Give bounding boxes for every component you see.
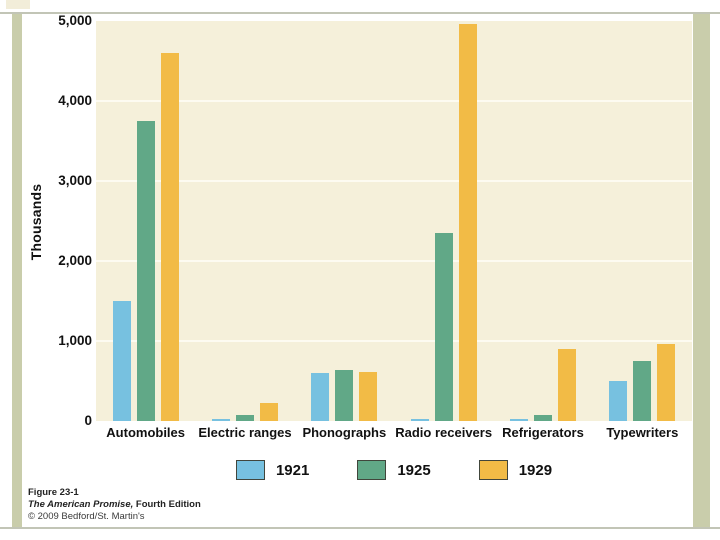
bar <box>410 419 429 421</box>
plot-area <box>96 21 692 421</box>
legend-label: 1925 <box>397 461 431 479</box>
left-accent-bar <box>12 14 22 527</box>
x-category-label: Typewriters <box>606 425 679 440</box>
y-axis-title-text: Thousands <box>28 183 44 261</box>
bar <box>633 361 652 421</box>
gridline <box>96 100 692 102</box>
figure-caption: Figure 23-1 The American Promise, Fourth… <box>28 487 201 523</box>
gridline <box>96 180 692 182</box>
bar <box>160 53 179 421</box>
x-category-label: Phonographs <box>302 425 387 440</box>
bar <box>558 349 576 421</box>
bar <box>609 381 628 421</box>
legend-item: 1925 <box>357 460 431 480</box>
bar-group <box>212 402 278 421</box>
bar <box>434 233 453 421</box>
bar <box>260 402 278 421</box>
book-title: The American Promise, <box>28 499 134 510</box>
edition-text: Fourth Edition <box>133 499 201 510</box>
bar <box>112 301 131 421</box>
bar <box>534 414 552 421</box>
legend-item: 1929 <box>478 460 553 480</box>
source-line: The American Promise, Fourth Edition <box>28 499 201 511</box>
bar <box>136 121 155 421</box>
bar <box>236 414 254 421</box>
bar <box>510 419 528 421</box>
gridline <box>96 340 692 342</box>
bar <box>458 24 477 421</box>
bar <box>311 373 330 421</box>
x-category-label: Electric ranges <box>198 425 292 440</box>
bar <box>359 372 378 421</box>
chart-legend: 1921 1925 1929 <box>96 460 692 480</box>
y-tick-label: 4,000 <box>58 93 92 108</box>
copyright-line: © 2009 Bedford/St. Martin's <box>28 511 145 522</box>
x-category-label: Radio receivers <box>395 425 493 440</box>
right-accent-bar <box>693 14 710 527</box>
bar-group <box>510 349 576 421</box>
x-category-label: Refrigerators <box>502 425 584 440</box>
bar-group <box>112 53 179 421</box>
legend-label: 1921 <box>275 461 310 479</box>
corner-accent-tab <box>6 0 30 9</box>
y-tick-label: 2,000 <box>58 253 92 268</box>
bar <box>212 418 230 421</box>
bar-group <box>311 369 378 421</box>
x-category-label: Automobiles <box>106 425 186 440</box>
bar-chart: Thousands 0 1,000 2,000 3,000 4,000 5,000 Aut… <box>28 13 692 440</box>
bar-group <box>410 24 477 421</box>
legend-swatch <box>478 460 508 480</box>
y-tick-label: 0 <box>84 413 92 428</box>
bar <box>657 344 676 421</box>
y-tick-label: 3,000 <box>58 173 92 188</box>
y-tick-label: 5,000 <box>58 13 92 28</box>
legend-swatch <box>357 460 387 480</box>
bottom-rule <box>0 527 720 529</box>
legend-label: 1929 <box>518 461 553 479</box>
gridline <box>96 260 692 262</box>
figure-number: Figure 23-1 <box>28 487 79 498</box>
bar-group <box>609 344 676 421</box>
y-tick-label: 1,000 <box>58 333 92 348</box>
bar <box>335 369 354 421</box>
legend-item: 1921 <box>235 460 310 480</box>
legend-swatch <box>235 460 265 480</box>
top-rule <box>0 12 720 14</box>
